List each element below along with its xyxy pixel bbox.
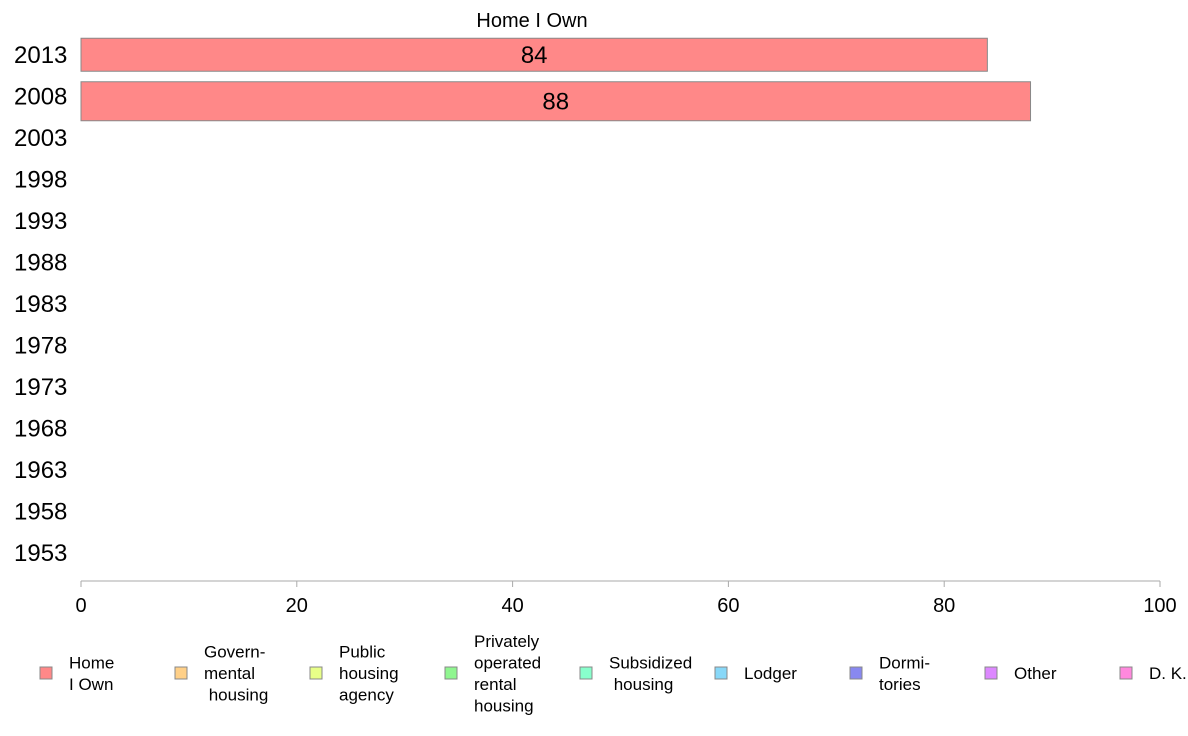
y-tick-label: 1953 [14, 540, 67, 567]
x-tick-label: 80 [933, 595, 955, 617]
legend-swatch [579, 666, 593, 680]
x-tick-label: 0 [75, 595, 86, 617]
legend-swatch [1119, 666, 1133, 680]
legend-label: Subsidized housing [609, 653, 692, 694]
x-axis: 0 20 40 60 80 100 [75, 580, 1177, 617]
legend-swatch [309, 666, 323, 680]
y-tick-label: 1978 [14, 332, 67, 359]
x-tick-label: 40 [501, 595, 523, 617]
y-tick-label: 1988 [14, 249, 67, 276]
chart-title: Home I Own [476, 10, 587, 32]
bar [80, 37, 988, 72]
legend-label: Govern-mental housing [204, 643, 268, 705]
legend-label: Other [1014, 664, 1057, 683]
bars-layer [80, 37, 1032, 122]
legend-label: Home I Own [69, 653, 114, 694]
y-tick-label: 1968 [14, 415, 67, 442]
x-tick-label: 60 [717, 595, 739, 617]
y-tick-label: 2008 [14, 83, 67, 110]
bar [80, 81, 1032, 122]
y-tick-label: 2003 [14, 125, 67, 152]
legend-label: Dormi-tories [879, 653, 930, 694]
legend-label: D. K. [1149, 664, 1187, 683]
bar-value-label: 84 [521, 42, 548, 69]
y-tick-label: 1993 [14, 208, 67, 235]
value-labels-layer: 84 88 [521, 42, 569, 116]
legend-swatch [714, 666, 728, 680]
x-tick-label: 100 [1143, 595, 1176, 617]
bar-value-label: 88 [542, 88, 569, 115]
y-tick-label: 1958 [14, 498, 67, 525]
y-tick-label: 1983 [14, 291, 67, 318]
legend-swatch [444, 666, 458, 680]
legend-swatch [174, 666, 188, 680]
y-tick-label: 2013 [14, 42, 67, 69]
x-tick-label: 20 [286, 595, 308, 617]
legend-label: Privately operated rental housing [474, 632, 541, 716]
y-tick-label: 1963 [14, 457, 67, 484]
legend-label: Lodger [744, 664, 797, 683]
legend: Home I Own Govern-mental housing Public hous… [39, 632, 1187, 716]
legend-swatch [849, 666, 863, 680]
legend-label: Public housing agency [339, 643, 399, 705]
y-tick-label: 1998 [14, 166, 67, 193]
y-axis-labels: 2013 2008 2003 1998 1993 1988 1983 1978 1973 1968… [14, 42, 67, 567]
y-tick-label: 1973 [14, 374, 67, 401]
legend-swatch [984, 666, 998, 680]
legend-swatch [39, 666, 53, 680]
